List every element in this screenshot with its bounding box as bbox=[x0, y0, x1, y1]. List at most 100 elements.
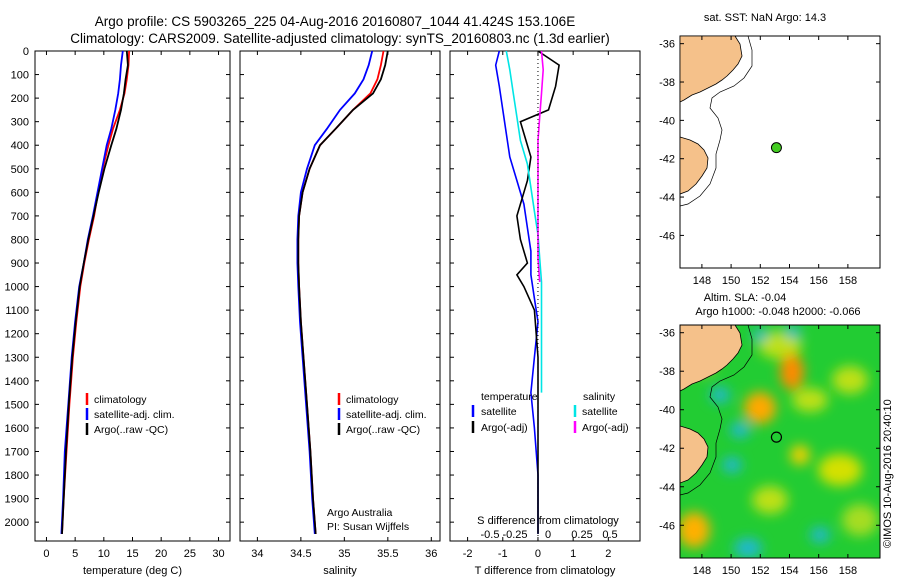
s-axis-label: S difference from climatology bbox=[477, 515, 619, 527]
legend-title-temperature: temperature bbox=[481, 391, 538, 403]
depth-tick-label: 800 bbox=[11, 234, 29, 246]
s-tick-label: -0.25 bbox=[502, 529, 527, 541]
map-x-tick-label: 154 bbox=[780, 275, 798, 287]
depth-tick-label: 1200 bbox=[5, 329, 29, 341]
depth-tick-label: 900 bbox=[11, 258, 29, 270]
map-y-tick-label: -38 bbox=[659, 77, 675, 89]
map-y-tick-label: -46 bbox=[659, 520, 675, 532]
x-tick-label: 1 bbox=[570, 548, 576, 560]
sst-map-panel: sat. SST: NaN Argo: 14.3 148 150 152 154 156… bbox=[659, 12, 881, 287]
map-x-tick-label: 156 bbox=[810, 565, 828, 577]
legend-label: satellite bbox=[481, 406, 517, 418]
depth-tick-label: 1100 bbox=[5, 305, 29, 317]
map-x-tick-label: 152 bbox=[751, 275, 769, 287]
sst-map-argo-marker bbox=[770, 142, 782, 154]
map-y-tick-label: -40 bbox=[659, 115, 675, 127]
salinity-panel: 34 34.5 35 35.5 36 salinity climatology satelli… bbox=[239, 50, 441, 577]
map-x-tick-label: 156 bbox=[810, 275, 828, 287]
depth-tick-label: 700 bbox=[11, 211, 29, 223]
depth-tick-label: 200 bbox=[11, 93, 29, 105]
depth-tick-label: 1000 bbox=[5, 282, 29, 294]
series-line-argo-adj- bbox=[537, 50, 545, 282]
series-line-argo-raw-qc- bbox=[297, 50, 389, 534]
legend-title-salinity: salinity bbox=[583, 391, 616, 403]
sla-map-title-line-1: Altim. SLA: -0.04 bbox=[704, 292, 787, 304]
series-line-satellite bbox=[505, 50, 543, 393]
map-y-tick-label: -36 bbox=[659, 39, 675, 51]
depth-tick-label: 1900 bbox=[5, 494, 29, 506]
s-tick-label: 0 bbox=[545, 529, 551, 541]
depth-tick-label: 1300 bbox=[5, 352, 29, 364]
x-tick-label: 10 bbox=[98, 548, 110, 560]
x-tick-label: 30 bbox=[212, 548, 224, 560]
sla-map-title-line-2: Argo h1000: -0.048 h2000: -0.066 bbox=[695, 306, 860, 318]
series-line-satellite bbox=[494, 50, 539, 534]
x-tick-label: 0 bbox=[535, 548, 541, 560]
map-x-tick-label: 152 bbox=[751, 565, 769, 577]
depth-tick-label: 100 bbox=[11, 70, 29, 82]
annotation-text: Argo Australia bbox=[327, 507, 393, 519]
map-y-tick-label: -36 bbox=[659, 328, 675, 340]
x-tick-label: 34.5 bbox=[290, 548, 311, 560]
legend-label: climatology bbox=[94, 394, 147, 406]
series-line-argo-raw-qc- bbox=[61, 50, 129, 534]
map-y-tick-label: -46 bbox=[659, 230, 675, 242]
sla-map-argo-marker bbox=[770, 431, 783, 443]
map-x-tick-label: 158 bbox=[839, 275, 857, 287]
map-x-tick-label: 158 bbox=[839, 565, 857, 577]
x-axis-label: T difference from climatology bbox=[475, 565, 616, 577]
sla-map-ticks: 148 150 152 154 156 158 -36 -38 -40 -42 -44 -46 bbox=[659, 325, 880, 577]
header-line-2: Climatology: CARS2009. Satellite-adjuste… bbox=[70, 31, 610, 46]
x-tick-label: 20 bbox=[155, 548, 167, 560]
legend-label: Argo(-adj) bbox=[582, 422, 629, 434]
x-tick-label: 34 bbox=[251, 548, 263, 560]
sla-map-field bbox=[680, 325, 880, 558]
s-tick-label: 0.25 bbox=[571, 529, 592, 541]
map-x-tick-label: 150 bbox=[722, 565, 740, 577]
sst-map-isobath bbox=[679, 35, 753, 207]
map-y-tick-label: -44 bbox=[659, 482, 675, 494]
legend-label: Argo(..raw -QC) bbox=[94, 424, 168, 436]
sla-map-frame bbox=[679, 324, 881, 559]
panel-frame bbox=[34, 50, 231, 542]
depth-tick-label: 400 bbox=[11, 140, 29, 152]
depth-tick-label: 1800 bbox=[5, 470, 29, 482]
s-tick-label: 0.5 bbox=[602, 529, 617, 541]
credit-label: ©IMOS 10-Aug-2016 20:40:10 bbox=[882, 399, 894, 548]
legend-label: satellite-adj. clim. bbox=[346, 409, 427, 421]
x-tick-label: 2 bbox=[605, 548, 611, 560]
sst-map-title: sat. SST: NaN Argo: 14.3 bbox=[704, 12, 826, 24]
map-x-tick-label: 154 bbox=[780, 565, 798, 577]
legend-label: climatology bbox=[346, 394, 399, 406]
sst-map-tasmania bbox=[679, 136, 709, 195]
annotation-text: PI: Susan Wijffels bbox=[327, 521, 409, 533]
panel-frame bbox=[239, 50, 441, 542]
series-line-argo-adj- bbox=[515, 50, 560, 534]
x-tick-label: -1 bbox=[498, 548, 508, 560]
sla-map-panel: Altim. SLA: -0.04 Argo h1000: -0.048 h20… bbox=[659, 292, 894, 577]
map-y-tick-label: -38 bbox=[659, 366, 675, 378]
s-tick-label: -0.5 bbox=[481, 529, 500, 541]
depth-tick-label: 300 bbox=[11, 117, 29, 129]
map-y-tick-label: -40 bbox=[659, 405, 675, 417]
depth-tick-label: 0 bbox=[23, 46, 29, 58]
map-x-tick-label: 148 bbox=[693, 565, 711, 577]
legend-label: satellite-adj. clim. bbox=[94, 409, 175, 421]
x-tick-label: 0 bbox=[43, 548, 49, 560]
panel-frame bbox=[449, 50, 641, 542]
x-axis-label: salinity bbox=[323, 565, 357, 577]
depth-tick-label: 1500 bbox=[5, 399, 29, 411]
map-y-tick-label: -44 bbox=[659, 192, 675, 204]
x-tick-label: -2 bbox=[463, 548, 473, 560]
depth-tick-label: 1700 bbox=[5, 446, 29, 458]
x-tick-label: 5 bbox=[72, 548, 78, 560]
map-y-tick-label: -42 bbox=[659, 154, 675, 166]
depth-axis-labels: 0 100 200 300 400 500 600 700 800 900 1000 1100 1200… bbox=[5, 46, 29, 529]
sst-map-ticks: 148 150 152 154 156 158 -36 -38 -40 -42 -44 -46 bbox=[659, 36, 880, 287]
depth-tick-label: 1400 bbox=[5, 376, 29, 388]
x-tick-label: 25 bbox=[184, 548, 196, 560]
depth-tick-label: 1600 bbox=[5, 423, 29, 435]
map-y-tick-label: -42 bbox=[659, 443, 675, 455]
depth-tick-label: 2000 bbox=[5, 517, 29, 529]
map-x-tick-label: 148 bbox=[693, 275, 711, 287]
